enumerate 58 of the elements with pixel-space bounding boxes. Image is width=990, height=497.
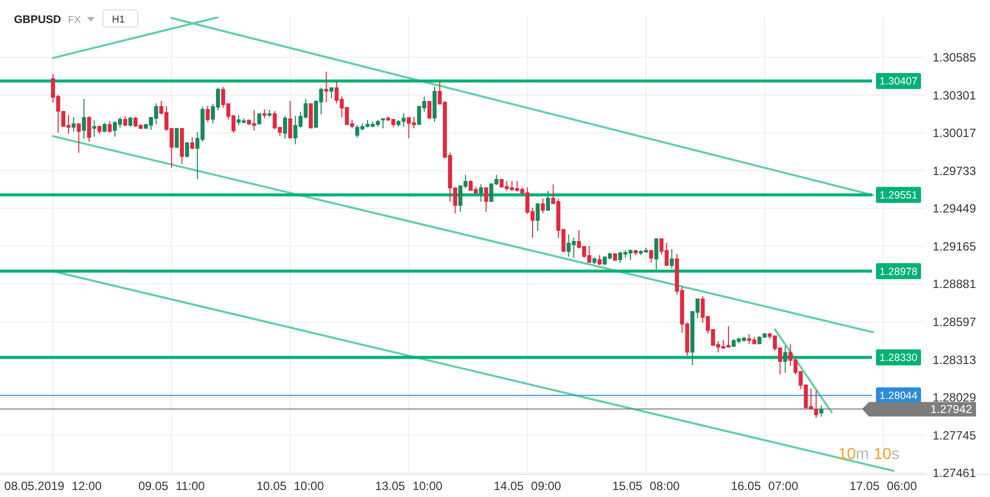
x-tick-label: 08.05.2019 12:00 <box>4 479 102 493</box>
candlestick <box>819 404 824 418</box>
y-tick-label: 1.27461 <box>932 466 976 480</box>
candlestick <box>478 184 483 202</box>
candlestick <box>72 116 76 132</box>
x-tick-label: 15.05 08:00 <box>612 479 680 493</box>
candlestick <box>649 250 654 264</box>
x-tick-label: 13.05 10:00 <box>375 479 443 493</box>
candlestick <box>598 254 602 266</box>
candlestick <box>185 142 190 158</box>
ref-line-label: 1.28978 <box>880 266 918 278</box>
x-tick-label: 14.05 09:00 <box>494 479 562 493</box>
y-tick-label: 1.30585 <box>932 50 976 64</box>
y-tick-label: 1.30017 <box>932 126 976 140</box>
y-tick-label: 1.29733 <box>932 164 976 178</box>
y-tick-label: 1.28313 <box>932 352 976 367</box>
annotation: H1 <box>112 14 126 26</box>
ref-line-label: 1.28044 <box>880 390 918 402</box>
candlestick <box>128 116 132 128</box>
x-tick-label: 09.05 11:00 <box>138 479 206 493</box>
candlestick <box>92 120 96 138</box>
annotation: FX <box>68 15 82 26</box>
x-tick-label: 17.05 06:00 <box>849 479 918 493</box>
candlestick <box>283 115 288 140</box>
candlestick <box>288 100 292 139</box>
candlestick <box>190 136 194 150</box>
y-tick-label: 1.27745 <box>932 428 976 442</box>
y-tick-label: 1.28029 <box>932 390 976 405</box>
candlestick <box>123 116 128 127</box>
ref-line-label: 1.28330 <box>880 352 918 364</box>
candlestick <box>206 105 210 123</box>
x-tick-label: 10.05 10:00 <box>256 479 324 493</box>
chart-title: GBPUSD <box>14 14 62 26</box>
candlestick <box>484 186 488 212</box>
candlestick <box>76 122 81 154</box>
candlestick <box>536 202 540 232</box>
x-tick-label: 16.05 07:00 <box>730 479 799 493</box>
candlestick <box>102 122 107 132</box>
candlestick <box>324 71 328 103</box>
candlestick <box>87 116 92 142</box>
candlestick <box>174 128 179 148</box>
candlestick <box>654 238 658 270</box>
y-tick-label: 1.30301 <box>932 88 976 102</box>
y-tick-label: 1.28597 <box>932 314 976 329</box>
ref-line-label: 1.30407 <box>880 76 918 88</box>
annotation: 10m 10s <box>838 446 900 463</box>
y-tick-label: 1.28881 <box>932 277 976 292</box>
candlestick <box>783 346 788 374</box>
ref-line-label: 1.29551 <box>880 190 918 202</box>
candlestick <box>427 100 432 120</box>
candlestick <box>540 198 545 214</box>
candlestick <box>108 120 112 134</box>
ref-line-label: 1.27942 <box>930 404 972 416</box>
candlestick <box>670 248 674 269</box>
y-tick-label: 1.29449 <box>932 202 976 216</box>
candlestick <box>82 98 86 140</box>
candlestick <box>546 190 550 212</box>
y-tick-label: 1.29165 <box>932 239 976 254</box>
